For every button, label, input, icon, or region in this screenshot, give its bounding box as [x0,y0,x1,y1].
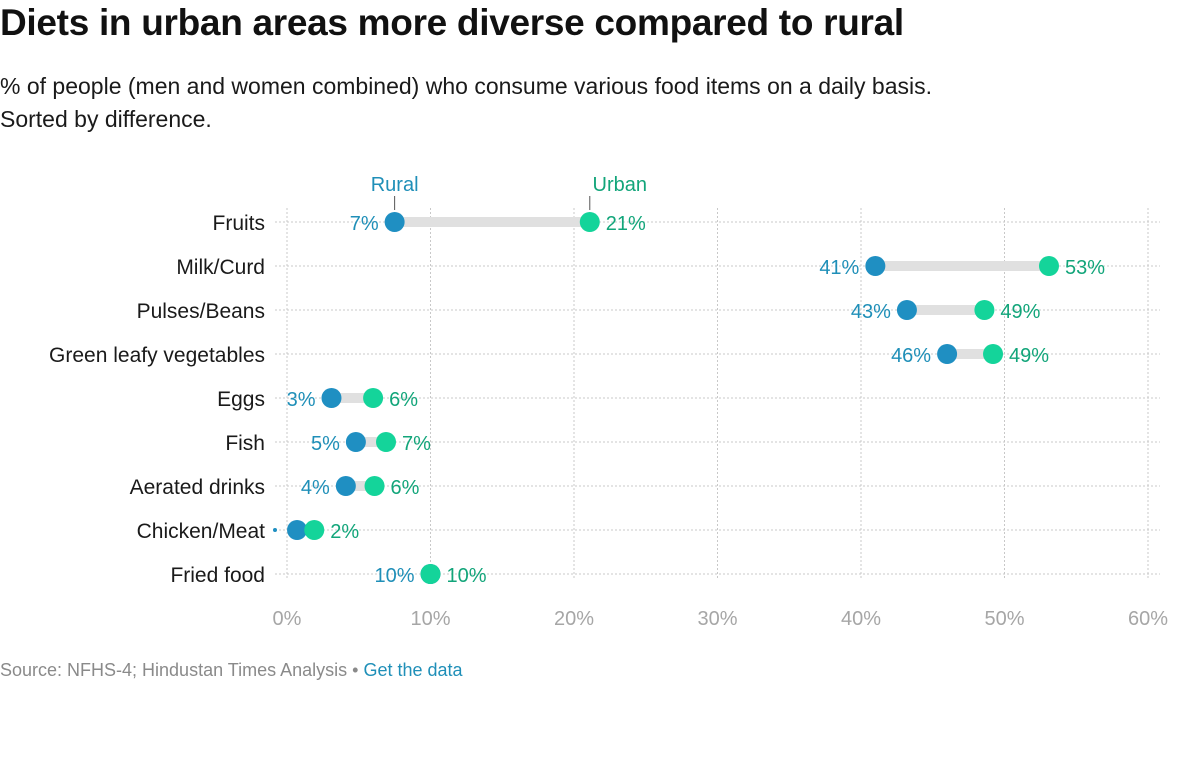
rural-value-label: 46% [891,345,931,367]
rural-value-label: 5% [311,433,340,455]
urban-value-label: 49% [1000,301,1040,323]
chart-subtitle: % of people (men and women combined) who… [0,70,1170,136]
rural-value-label: 7% [350,213,379,235]
category-label: Eggs [217,388,265,411]
urban-dot [579,212,600,232]
urban-value-label: 53% [1065,257,1105,279]
urban-dot [376,432,397,452]
urban-value-label: 7% [402,433,431,455]
legend-urban: Urban [593,174,647,196]
category-label: Fried food [170,564,265,587]
get-the-data-link[interactable]: Get the data [363,660,463,680]
category-label: Fruits [213,212,266,235]
dumbbell-chart: 0% 10% 20% 30% 40% 50% 60% Fruits 7% 21% Milk/Curd… [49,174,1168,630]
urban-dot [364,476,385,496]
urban-dot [1038,256,1059,276]
urban-dot [420,564,441,584]
rural-dot [896,300,917,320]
urban-value-label: 10% [447,565,487,587]
subtitle-line-2: Sorted by difference. [0,106,212,132]
source-separator: • [352,660,359,680]
urban-dot [304,520,325,540]
category-label: Pulses/Beans [137,300,265,323]
rural-dot [937,344,958,364]
urban-dot [974,300,995,320]
x-tick-label: 10% [410,608,450,630]
x-tick-label: 20% [554,608,594,630]
rural-value-label: 10% [374,565,414,587]
rural-dot [335,476,356,496]
urban-value-label: 6% [389,389,418,411]
category-label: Green leafy vegetables [49,344,265,367]
rural-value-label: 3% [287,389,316,411]
urban-value-label: 6% [391,477,420,499]
category-label: Milk/Curd [176,256,265,279]
x-tick-label: 40% [841,608,881,630]
x-tick-label: 0% [273,608,302,630]
rural-value-label: 43% [851,301,891,323]
x-tick-label: 30% [697,608,737,630]
chart-title: Diets in urban areas more diverse compar… [0,2,904,43]
subtitle-line-1: % of people (men and women combined) who… [0,73,932,99]
rural-dot [865,256,886,276]
source-text: Source: NFHS-4; Hindustan Times Analysis [0,660,348,680]
rural-label-marker [273,528,277,532]
rural-value-label: 41% [819,257,859,279]
category-label: Chicken/Meat [137,520,266,543]
x-tick-label: 60% [1128,608,1168,630]
category-label: Aerated drinks [130,476,265,499]
rural-dot [321,388,342,408]
urban-value-label: 21% [606,213,646,235]
rural-value-label: 4% [301,477,330,499]
urban-value-label: 49% [1009,345,1049,367]
urban-dot [983,344,1004,364]
urban-dot [363,388,384,408]
source-note: Source: NFHS-4; Hindustan Times Analysis… [0,660,463,681]
legend-rural: Rural [371,174,419,196]
x-tick-label: 50% [984,608,1024,630]
category-label: Fish [225,432,265,455]
rural-dot [345,432,366,452]
urban-value-label: 2% [330,521,359,543]
rural-dot [384,212,405,232]
rural-dot [287,520,308,540]
